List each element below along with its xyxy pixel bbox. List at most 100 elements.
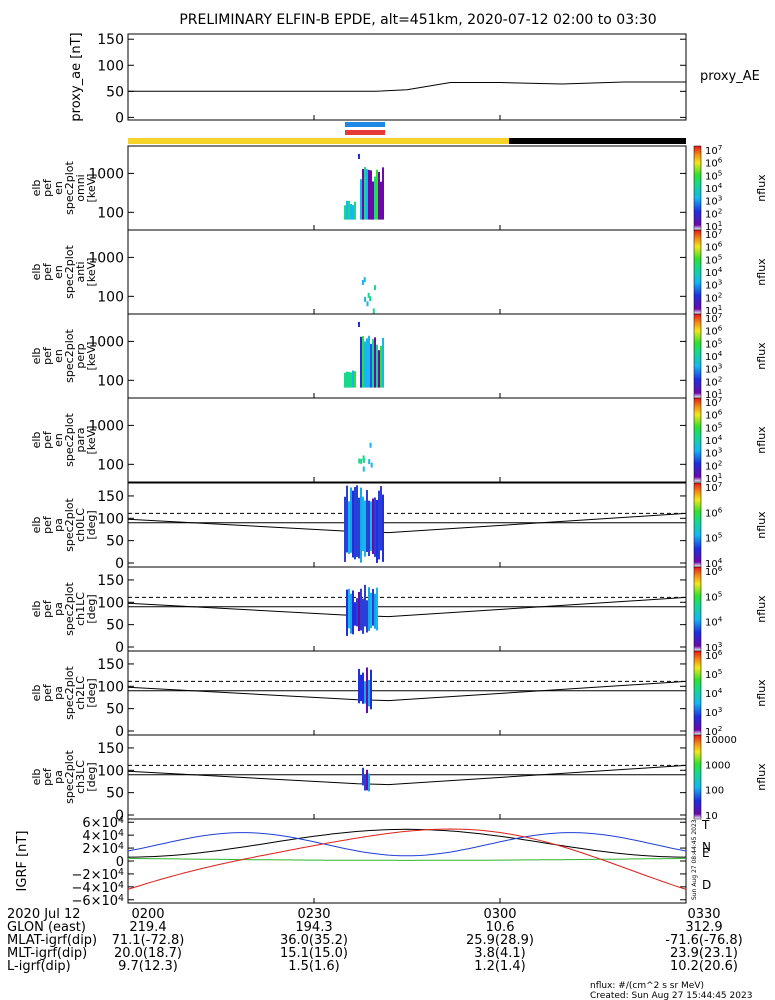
spec-pixel (356, 598, 358, 627)
colorbar-tick-label: 106 (705, 324, 723, 338)
spec-pixel (350, 203, 352, 220)
colorbar (693, 397, 702, 483)
colorbar-label: nflux (755, 258, 768, 286)
spec-pixel (348, 501, 350, 554)
colorbar (693, 650, 702, 736)
spec-pixel (378, 490, 380, 560)
panel-frame (127, 566, 687, 652)
y-axis-label: elb (30, 180, 43, 197)
colorbar-tick-label: 105 (705, 252, 722, 266)
y-axis-label: pef (41, 515, 54, 534)
panel-omni: 1000100elbpefenspec2plotomni[keV]1071061… (30, 143, 768, 233)
panel-frame (127, 482, 687, 568)
panel-frame (127, 650, 687, 736)
colorbar-tick-label: 102 (705, 290, 722, 304)
x-row-value: 10.2(20.6) (670, 959, 738, 974)
spec-pixel (362, 672, 364, 704)
colorbar-tick-label: 107 (705, 395, 722, 409)
x-row-value: 10.6 (486, 920, 515, 935)
x-row-value: 0330 (687, 907, 720, 922)
spec-pixel (376, 587, 378, 631)
spec-pixel (350, 487, 352, 553)
y-tick-label: −6×104 (71, 893, 124, 909)
colorbar-tick-label: 104 (705, 181, 723, 195)
y-tick-label: 150 (97, 573, 124, 589)
y-axis-label: [deg] (85, 510, 98, 539)
y-tick-label: 150 (97, 657, 124, 673)
spec-pixel (363, 277, 366, 283)
y-axis-label: elb (30, 769, 43, 786)
spec-pixel (368, 459, 371, 465)
y-axis-label: pa (52, 602, 65, 616)
spec-pixel (362, 168, 364, 220)
spec-pixel (358, 668, 360, 704)
spec-pixel (372, 308, 375, 314)
y-axis-label: [keV] (85, 342, 98, 371)
y-tick-label: 100 (97, 373, 124, 389)
spec-pixel (352, 490, 354, 558)
colorbar-tick-label: 106 (705, 408, 723, 422)
colorbar-tick-label: 1000 (705, 760, 730, 771)
y-tick-label: 100 (97, 763, 124, 779)
y-tick-label: 50 (106, 84, 124, 100)
y-tick-label: 2×104 (82, 841, 124, 857)
spec-pixel (369, 296, 372, 302)
y-axis-label: pef (41, 767, 54, 786)
y-tick-label: 4×104 (82, 828, 124, 844)
colorbar (693, 145, 702, 231)
spec-pixel (360, 674, 362, 702)
spec-pixel (364, 167, 366, 220)
spec-pixel (367, 292, 370, 298)
spec-pixel (370, 669, 372, 710)
y-axis-label: ch3LC (74, 760, 87, 794)
spec-pixel (368, 169, 370, 220)
spec-pixel (370, 343, 372, 388)
y-axis-label: elb (30, 517, 43, 534)
y-axis-label: anti (74, 261, 87, 282)
x-row-value: 312.9 (685, 920, 722, 935)
y-tick-label: 150 (97, 32, 124, 48)
colorbar-tick-label: 104 (705, 265, 723, 279)
spec-pixel (360, 336, 362, 388)
panel-frame (127, 734, 687, 820)
colorbar-tick-label: 102 (705, 458, 722, 472)
y-tick-label: −4×104 (71, 880, 124, 896)
y-axis-label: [deg] (85, 594, 98, 623)
colorbar-tick-label: 101 (705, 387, 722, 401)
y-tick-label: 100 (97, 58, 124, 74)
y-axis-label: pef (41, 346, 54, 365)
status-bar-yellow (128, 138, 509, 144)
y-tick-label: 6×104 (82, 815, 124, 831)
y-tick-label: 150 (97, 489, 124, 505)
series-T (128, 828, 686, 858)
x-row-label: L-igrf(dip) (7, 959, 71, 974)
colorbar-tick-label: 105 (705, 336, 722, 350)
colorbar-label: nflux (755, 679, 768, 707)
y-tick-label: 0 (115, 110, 124, 126)
spec-pixel (366, 769, 368, 791)
y-axis-label: pa (52, 518, 65, 532)
y-axis-label: [keV] (85, 174, 98, 203)
series-E (127, 857, 687, 861)
spec-pixel (358, 591, 360, 632)
colorbar-tick-label: 10 (705, 811, 718, 822)
spec-pixel (366, 600, 368, 633)
y-axis-label: [deg] (85, 678, 98, 707)
x-row-value: 0200 (131, 907, 164, 922)
spec-pixel (344, 372, 346, 388)
x-row-value: 9.7(12.3) (118, 959, 178, 974)
y-axis-label: pef (41, 599, 54, 618)
spec-pixel (374, 497, 376, 557)
spec-pixel (372, 498, 374, 554)
colorbar-label: nflux (755, 342, 768, 370)
spec-pixel (360, 588, 362, 631)
legend-D: D (702, 878, 711, 892)
spec-pixel (369, 442, 372, 448)
spec-pixel (366, 338, 368, 388)
y-tick-label: 100 (97, 205, 124, 221)
y-axis-label: spec2plot (63, 498, 76, 552)
y-tick-label: 0 (115, 808, 124, 824)
colorbar-tick-label: 105 (705, 168, 722, 182)
spec-pixel (370, 592, 372, 629)
